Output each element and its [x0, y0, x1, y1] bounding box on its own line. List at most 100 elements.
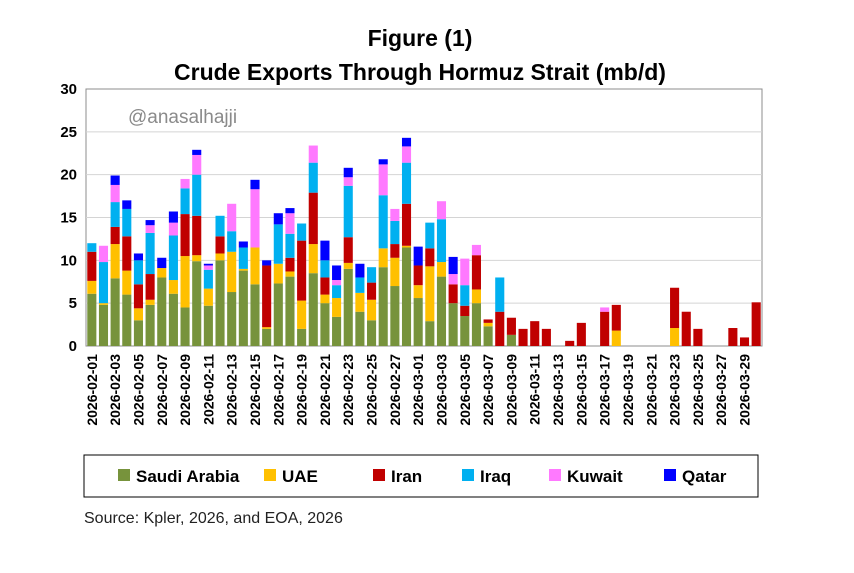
x-tick-label: 2026-02-03 [107, 354, 123, 426]
legend-swatch-kuwait [549, 469, 561, 481]
bar-segment-qatar [168, 211, 178, 223]
bar-segment-iran [565, 340, 575, 346]
bar-segment-iraq [367, 267, 377, 283]
bar-segment-saudi-arabia [425, 321, 435, 346]
bar-segment-qatar [320, 240, 330, 261]
bar-segment-iran [413, 265, 423, 286]
x-tick-label: 2026-03-21 [643, 354, 659, 426]
x-tick-label: 2026-03-03 [433, 354, 449, 426]
bar-segment-saudi-arabia [250, 284, 260, 346]
legend-swatch-saudi-arabia [118, 469, 130, 481]
bar-segment-iran [728, 328, 738, 346]
bar-segment-iran [110, 226, 120, 245]
legend-label-qatar: Qatar [682, 467, 727, 486]
bar-segment-iran [390, 244, 400, 258]
bar-segment-uae [436, 262, 447, 277]
y-tick-label: 25 [60, 124, 77, 141]
bar-segment-iraq [297, 223, 307, 241]
bar-segment-qatar [250, 179, 260, 190]
bar-segment-uae [471, 289, 481, 304]
bar-segment-iran [262, 265, 272, 328]
bar-segment-kuwait [227, 203, 237, 232]
chart-title: Figure (1) [368, 25, 473, 51]
y-axis-ticks: 0 5 10 15 20 25 30 [60, 81, 77, 355]
bar-segment-qatar [285, 208, 295, 214]
bar-segment-saudi-arabia [401, 247, 412, 346]
bar-segment-qatar [378, 159, 388, 165]
bar-segment-iran [681, 311, 691, 346]
bar-segment-iraq [401, 162, 412, 204]
x-tick-label: 2026-03-11 [527, 354, 543, 425]
bar-segment-kuwait [378, 164, 388, 196]
bar-segment-uae [262, 327, 272, 329]
bar-segment-saudi-arabia [460, 316, 470, 346]
bar-segment-iran [320, 277, 330, 295]
bar-segment-saudi-arabia [180, 307, 190, 346]
bar-segment-iran [670, 287, 680, 329]
bar-segment-kuwait [460, 258, 470, 286]
bar-segment-saudi-arabia [448, 303, 458, 346]
bar-segment-iraq [495, 277, 505, 312]
bar-segment-kuwait [600, 307, 610, 312]
bar-segment-iran [739, 337, 750, 346]
bar-segment-iraq [180, 188, 190, 215]
bar-segment-qatar [203, 263, 213, 266]
bar-segment-kuwait [145, 225, 155, 233]
bar-segment-uae [670, 328, 680, 346]
bar-segment-kuwait [203, 265, 213, 270]
bar-segment-iran [460, 305, 470, 317]
bar-segment-qatar [157, 257, 167, 269]
bar-segment-uae [611, 330, 621, 346]
legend-label-saudi-arabia: Saudi Arabia [136, 467, 240, 486]
bar-segment-uae [98, 303, 109, 305]
bar-segment-saudi-arabia [436, 276, 447, 346]
bar-segment-iraq [308, 162, 318, 193]
y-tick-label: 15 [60, 210, 77, 227]
bar-segment-iran [600, 311, 610, 346]
legend-label-uae: UAE [282, 467, 318, 486]
x-tick-label: 2026-02-23 [340, 354, 356, 426]
bar-segment-saudi-arabia [378, 267, 388, 346]
bar-segment-saudi-arabia [320, 303, 330, 346]
bar-segment-saudi-arabia [145, 304, 155, 346]
x-tick-label: 2026-03-29 [737, 354, 753, 426]
bar-segment-qatar [133, 253, 143, 261]
bar-segment-uae [273, 263, 283, 284]
bar-segment-qatar [145, 220, 155, 226]
bar-segment-saudi-arabia [262, 328, 272, 346]
bar-segment-saudi-arabia [297, 328, 307, 346]
bar-segment-qatar [273, 213, 283, 225]
bars [87, 137, 761, 346]
bar-segment-uae [425, 266, 435, 322]
bar-segment-uae [401, 245, 412, 248]
bar-segment-iran [401, 203, 412, 246]
bar-segment-iraq [343, 185, 353, 238]
legend-swatch-qatar [664, 469, 676, 481]
legend-swatch-iraq [462, 469, 474, 481]
bar-segment-saudi-arabia [227, 292, 237, 346]
bar-segment-kuwait [448, 274, 458, 285]
bar-segment-qatar [448, 256, 458, 275]
bar-segment-uae [145, 299, 155, 305]
bar-segment-kuwait [436, 201, 447, 220]
bar-segment-iraq [110, 202, 120, 227]
bar-segment-iran [541, 328, 551, 346]
x-tick-label: 2026-02-21 [317, 354, 333, 426]
bar-segment-iran [145, 274, 155, 300]
bar-segment-iraq [122, 208, 132, 237]
bar-segment-kuwait [250, 189, 260, 248]
bar-segment-uae [320, 294, 330, 304]
bar-segment-uae [343, 262, 353, 269]
y-tick-label: 10 [60, 252, 77, 269]
bar-segment-qatar [110, 175, 120, 185]
bar-segment-uae [390, 257, 400, 287]
bar-segment-iraq [168, 235, 178, 281]
bar-segment-iran [751, 302, 761, 346]
bar-segment-uae [215, 253, 225, 261]
bar-segment-saudi-arabia [192, 261, 202, 346]
bar-segment-kuwait [471, 244, 481, 256]
x-tick-label: 2026-02-05 [130, 354, 146, 426]
bar-segment-uae [110, 244, 120, 279]
bar-segment-saudi-arabia [98, 304, 109, 346]
